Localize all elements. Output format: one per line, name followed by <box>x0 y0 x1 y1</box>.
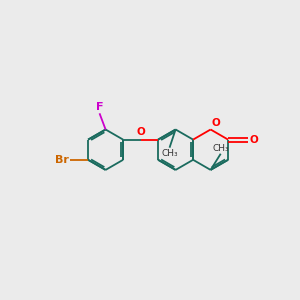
Text: O: O <box>136 127 145 137</box>
Text: O: O <box>212 118 220 128</box>
Text: O: O <box>250 135 259 145</box>
Text: F: F <box>96 102 103 112</box>
Text: CH₃: CH₃ <box>161 148 178 158</box>
Text: CH₃: CH₃ <box>212 144 229 153</box>
Text: Br: Br <box>55 155 69 165</box>
